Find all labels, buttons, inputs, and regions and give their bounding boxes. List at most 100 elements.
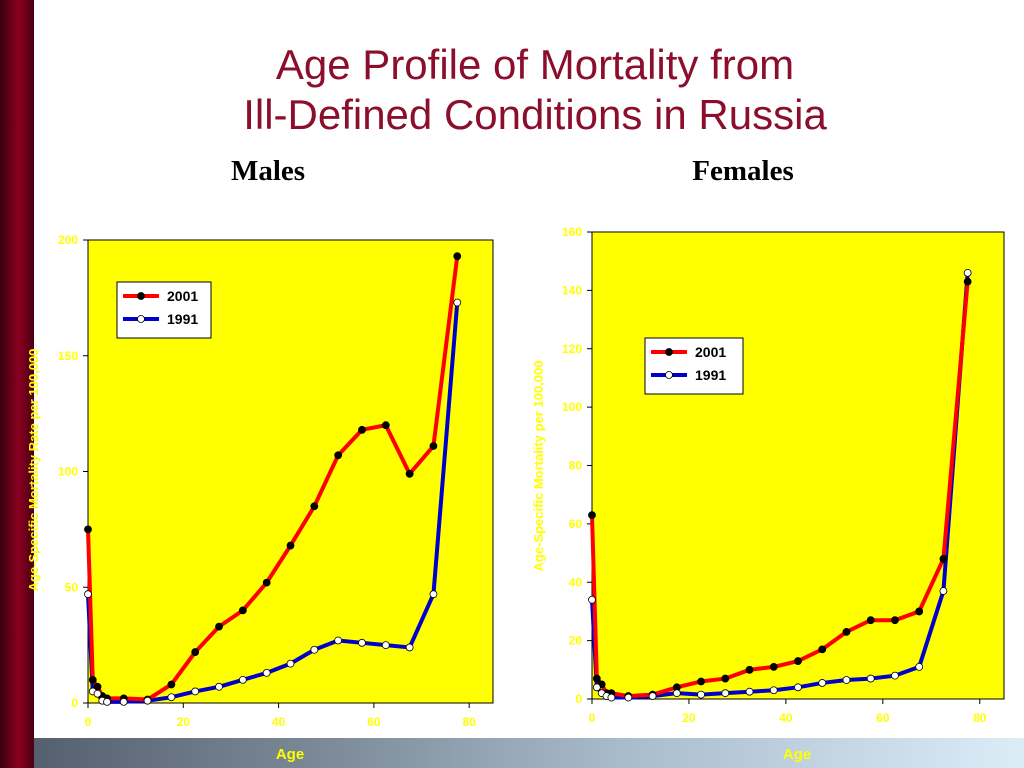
males-series-1991-point [93, 689, 102, 698]
females-y-tick-label: 0 [575, 692, 582, 706]
males-series-2001-point [429, 442, 438, 450]
females-y-tick-label: 120 [562, 342, 582, 356]
males-y-tick-label: 0 [71, 696, 78, 710]
males-series-2001-point [191, 648, 200, 656]
females-series-2001-point [842, 627, 851, 636]
males-series-1991-point [381, 641, 390, 650]
females-series-1991-point [866, 674, 875, 683]
males-series-1991-point [286, 659, 295, 668]
males-legend-label-1991: 1991 [167, 311, 198, 327]
bottom-decorative-bar [34, 738, 1024, 768]
males-legend-marker-2001 [137, 292, 145, 300]
females-series-2001-point [697, 677, 705, 686]
females-legend-marker-1991 [665, 371, 673, 379]
males-series-2001-point [88, 675, 97, 684]
females-x-tick-label: 80 [973, 711, 987, 725]
females-y-tick-label: 60 [569, 517, 583, 531]
females-series-2001-point [721, 674, 730, 683]
females-legend-marker-2001 [665, 348, 673, 356]
males-series-1991-point [84, 590, 92, 599]
males-x-tick-label: 40 [272, 715, 286, 729]
males-y-tick-label: 200 [58, 233, 78, 247]
females-series-2001-point [592, 674, 601, 683]
females-series-1991-point [963, 268, 972, 277]
males-series-1991-point [405, 643, 414, 652]
females-series-1991-point [607, 693, 616, 702]
females-series-1991-point [592, 683, 601, 692]
females-x-tick-label: 40 [779, 711, 793, 725]
females-series-2001-point [915, 607, 924, 616]
males-series-1991-point [429, 590, 438, 599]
slide-title-line-2: Ill-Defined Conditions in Russia [243, 91, 827, 138]
females-x-tick-label: 0 [589, 711, 596, 725]
males-series-2001-point [215, 622, 223, 631]
females-series-2001-point [818, 645, 827, 654]
males-legend-marker-1991 [137, 315, 145, 323]
females-series-2001-point [939, 555, 948, 563]
males-panel-label: Males [230, 155, 306, 187]
females-series-2001-point [745, 665, 754, 674]
males-series-1991-point [215, 682, 223, 691]
slide-title-line-1: Age Profile of Mortality from [275, 41, 795, 88]
females-plot-area [591, 231, 1005, 700]
females-series-2001-point [866, 616, 875, 625]
females-series-1991-point [818, 679, 827, 687]
females-y-axis-title: Age-Specific Mortality per 100,000 [531, 361, 546, 572]
males-series-1991-point [334, 636, 343, 645]
females-series-1991-point [697, 690, 705, 699]
females-y-tick-label: 80 [569, 459, 583, 473]
males-series-2001-point [405, 469, 414, 478]
males-series-2001-point [262, 578, 271, 587]
females-series-1991-point [891, 671, 899, 680]
males-x-tick-label: 80 [462, 715, 476, 729]
females-series-1991-point [769, 686, 778, 695]
females-legend-label-2001: 2001 [695, 344, 726, 360]
females-series-1991-point [794, 683, 802, 692]
males-series-2001-point [238, 606, 247, 615]
females-series-2001-point [963, 277, 972, 286]
males-y-axis-title: Age-Specific Mortality Rate per 100,000 [26, 349, 41, 592]
females-series-1991-point [588, 595, 596, 604]
females-series-1991-point [842, 676, 851, 684]
males-series-2001-point [453, 252, 462, 261]
males-series-2001-point [167, 680, 176, 689]
females-x-axis-title: Age [782, 746, 812, 763]
females-series-1991-point [915, 662, 924, 671]
males-series-1991-point [310, 645, 319, 654]
males-series-1991-point [167, 693, 176, 702]
females-series-2001-point [588, 511, 596, 520]
males-series-1991-point [358, 638, 366, 647]
males-series-1991-point [238, 675, 247, 684]
males-legend [116, 281, 212, 339]
females-y-tick-label: 40 [569, 575, 583, 589]
males-series-2001-point [286, 541, 295, 550]
males-series-1991-point [262, 669, 271, 677]
females-x-tick-label: 60 [876, 711, 890, 725]
females-series-1991-point [721, 689, 730, 698]
females-legend [644, 337, 744, 395]
females-y-tick-label: 160 [562, 225, 582, 239]
males-y-tick-label: 100 [58, 465, 78, 479]
females-series-1991-point [624, 693, 633, 702]
males-series-2001-point [334, 451, 343, 460]
males-x-tick-label: 0 [85, 715, 92, 729]
females-y-tick-label: 20 [569, 634, 583, 648]
females-y-tick-label: 100 [562, 400, 582, 414]
males-series-1991-point [453, 298, 462, 307]
females-series-1991-point [648, 692, 657, 700]
females-x-tick-label: 20 [682, 711, 696, 725]
females-y-tick-label: 140 [562, 283, 582, 297]
males-y-tick-label: 50 [65, 580, 79, 594]
males-series-1991-point [119, 697, 128, 706]
females-series-1991-point [939, 587, 948, 595]
males-series-1991-point [143, 696, 152, 705]
males-y-tick-label: 150 [58, 349, 78, 363]
males-series-1991-point [191, 687, 200, 696]
females-legend-label-1991: 1991 [695, 367, 726, 383]
males-series-2001-point [358, 425, 366, 434]
females-series-2001-point [794, 657, 802, 665]
males-series-2001-point [381, 421, 390, 430]
females-series-1991-point [745, 687, 754, 696]
